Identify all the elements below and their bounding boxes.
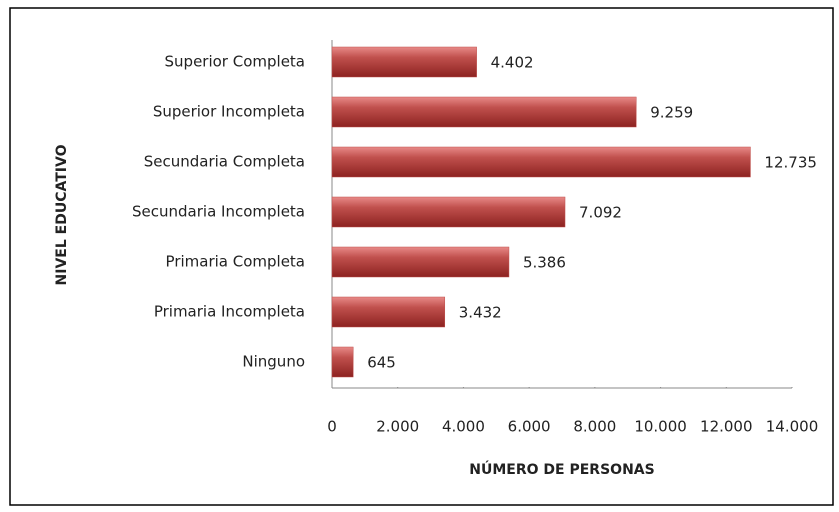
x-tick-label: 14.000: [766, 418, 819, 436]
x-tick-label: 2.000: [376, 418, 419, 436]
bar: [331, 46, 477, 78]
x-tick-label: 0: [327, 418, 337, 436]
y-tick-label: Secundaria Completa: [144, 153, 305, 171]
value-label: 4.402: [491, 54, 534, 72]
x-tick-label: 10.000: [634, 418, 687, 436]
x-tick-label: 6.000: [508, 418, 551, 436]
y-tick-label: Superior Incompleta: [153, 103, 305, 121]
bar: [331, 246, 510, 278]
x-tick-label: 12.000: [700, 418, 753, 436]
value-label: 3.432: [459, 304, 502, 322]
bar: [331, 146, 751, 178]
y-tick-label: Secundaria Incompleta: [132, 203, 305, 221]
value-label: 7.092: [579, 204, 622, 222]
bar: [331, 96, 637, 128]
y-tick-label: Superior Completa: [165, 53, 305, 71]
bar: [331, 296, 446, 328]
x-tick-label: 4.000: [442, 418, 485, 436]
value-label: 5.386: [523, 254, 566, 272]
bar: [331, 346, 354, 378]
y-tick-label: Primaria Incompleta: [154, 303, 305, 321]
y-axis-title: NIVEL EDUCATIVO: [54, 144, 70, 285]
value-label: 645: [367, 354, 396, 372]
value-label: 9.259: [650, 104, 693, 122]
value-label: 12.735: [764, 154, 817, 172]
y-tick-label: Ninguno: [242, 353, 305, 371]
y-tick-label: Primaria Completa: [166, 253, 305, 271]
x-axis-title: NÚMERO DE PERSONAS: [469, 460, 654, 478]
x-tick-label: 8.000: [573, 418, 616, 436]
bar: [331, 196, 566, 228]
